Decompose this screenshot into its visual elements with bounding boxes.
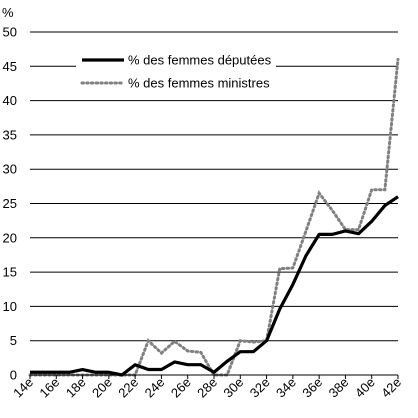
x-tick-label: 20e xyxy=(89,375,115,401)
y-tick-label: 45 xyxy=(3,59,17,74)
y-tick-label: 15 xyxy=(3,265,17,280)
x-tick-label: 40e xyxy=(352,375,378,401)
legend-background xyxy=(76,48,276,94)
y-tick-label: 25 xyxy=(3,196,17,211)
x-tick-labels: 14e 16e 18e 20e 22e 24e 26e 28e 30e 32e 34e 36e 38e 4… xyxy=(10,375,404,401)
series-lines xyxy=(28,57,400,377)
x-tick-label: 24e xyxy=(142,375,168,401)
x-tick-label: 22e xyxy=(115,375,141,401)
legend-label-ministres: % des femmes ministres xyxy=(128,76,270,91)
x-tick-label: 38e xyxy=(326,375,352,401)
x-tick-label: 42e xyxy=(378,375,404,401)
x-tick-label: 32e xyxy=(247,375,273,401)
y-tick-label: 40 xyxy=(3,93,17,108)
y-tick-label: 50 xyxy=(3,25,17,40)
series-line-ministres xyxy=(28,57,400,377)
x-tick-label: 26e xyxy=(168,375,194,401)
y-tick-label: 30 xyxy=(3,162,17,177)
y-tick-labels: 0 5 10 15 20 25 30 35 40 45 50 xyxy=(3,25,17,383)
legend: % des femmes députées % des femmes minis… xyxy=(76,48,276,94)
x-tick-label: 34e xyxy=(273,375,299,401)
series-line-deputees xyxy=(30,195,399,377)
y-axis-label: % xyxy=(2,5,14,20)
legend-label-deputees: % des femmes députées xyxy=(128,53,272,68)
y-tick-label: 10 xyxy=(3,299,17,314)
y-tick-label: 0 xyxy=(10,368,17,383)
x-tick-label: 16e xyxy=(36,375,62,401)
x-tick-label: 30e xyxy=(220,375,246,401)
x-tick-label: 36e xyxy=(299,375,325,401)
y-tick-label: 5 xyxy=(10,333,17,348)
x-tick-label: 18e xyxy=(63,375,89,401)
y-tick-label: 35 xyxy=(3,127,17,142)
x-tick-label: 28e xyxy=(194,375,220,401)
y-tick-label: 20 xyxy=(3,230,17,245)
